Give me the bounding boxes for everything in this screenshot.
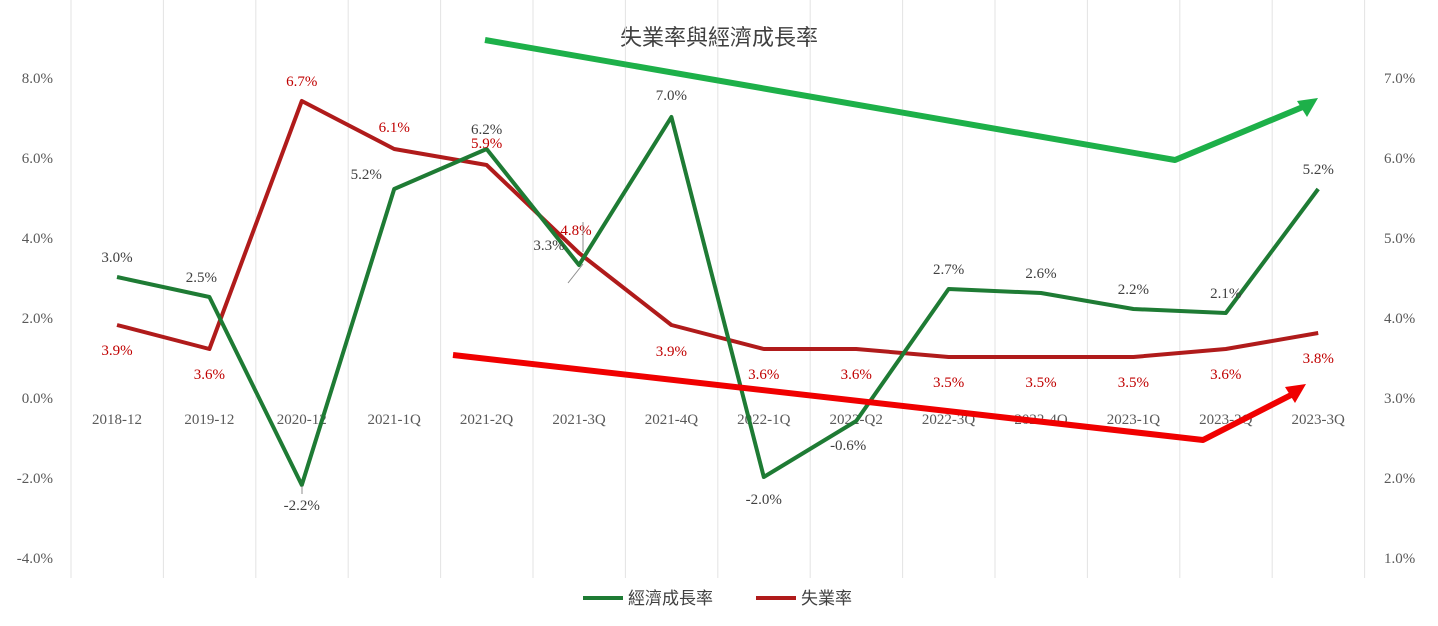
data-label-growth: 5.2% bbox=[351, 167, 382, 183]
data-label-growth: -0.6% bbox=[830, 438, 866, 454]
left-tick-label: 0.0% bbox=[22, 391, 53, 407]
data-label-growth: 2.6% bbox=[1025, 266, 1056, 282]
data-label-growth: 2.7% bbox=[933, 262, 964, 278]
legend-label-unemployment: 失業率 bbox=[801, 589, 852, 609]
x-tick-label: 2020-12 bbox=[277, 412, 327, 428]
data-label-growth: 2.2% bbox=[1118, 282, 1149, 298]
right-axis: 7.0% 6.0% 5.0% 4.0% 3.0% 2.0% 1.0% bbox=[1384, 71, 1415, 567]
trend-arrow-green bbox=[484, 37, 1312, 163]
x-tick-label: 2021-2Q bbox=[460, 412, 513, 428]
x-tick-label: 2018-12 bbox=[92, 412, 142, 428]
data-label-growth: 5.2% bbox=[1303, 162, 1334, 178]
data-label-unemployment: 5.9% bbox=[471, 136, 502, 152]
trend-arrowhead-green bbox=[1297, 98, 1318, 117]
left-tick-label: 8.0% bbox=[22, 71, 53, 87]
x-tick-label: 2022-3Q bbox=[922, 412, 975, 428]
left-tick-label: 2.0% bbox=[22, 311, 53, 327]
trend-arrowhead-red bbox=[1285, 384, 1306, 403]
data-label-unemployment: 4.8% bbox=[560, 223, 591, 239]
leader-line bbox=[567, 263, 584, 284]
left-tick-label: 4.0% bbox=[22, 231, 53, 247]
x-tick-label: 2021-1Q bbox=[368, 412, 421, 428]
left-axis: 8.0% 6.0% 4.0% 2.0% 0.0% -2.0% -4.0% bbox=[17, 71, 53, 567]
x-tick-label: 2022-1Q bbox=[737, 412, 790, 428]
right-tick-label: 7.0% bbox=[1384, 71, 1415, 87]
left-tick-label: -2.0% bbox=[17, 471, 53, 487]
trend-arrow-red bbox=[452, 352, 1299, 443]
grid bbox=[70, 0, 1366, 578]
data-label-unemployment: 3.6% bbox=[194, 367, 225, 383]
x-tick-label: 2019-12 bbox=[184, 412, 234, 428]
right-tick-label: 2.0% bbox=[1384, 471, 1415, 487]
right-tick-label: 6.0% bbox=[1384, 151, 1415, 167]
data-label-unemployment: 3.5% bbox=[1025, 375, 1056, 391]
x-tick-label: 2023-3Q bbox=[1292, 412, 1345, 428]
right-tick-label: 4.0% bbox=[1384, 311, 1415, 327]
data-label-unemployment: 6.1% bbox=[379, 120, 410, 136]
data-label-unemployment: 3.9% bbox=[656, 344, 687, 360]
data-label-unemployment: 6.7% bbox=[286, 74, 317, 90]
data-label-unemployment: 3.8% bbox=[1303, 351, 1334, 367]
data-label-growth: 2.5% bbox=[186, 270, 217, 286]
left-tick-label: -4.0% bbox=[17, 551, 53, 567]
data-label-growth: 3.0% bbox=[101, 250, 132, 266]
legend: 經濟成長率 失業率 bbox=[583, 589, 852, 609]
data-label-unemployment: 3.6% bbox=[1210, 367, 1241, 383]
data-label-unemployment: 3.6% bbox=[748, 367, 779, 383]
series-line-growth bbox=[116, 115, 1320, 487]
x-tick-label: 2021-3Q bbox=[552, 412, 605, 428]
x-tick-label: 2021-4Q bbox=[645, 412, 698, 428]
data-label-growth: 2.1% bbox=[1210, 286, 1241, 302]
right-tick-label: 5.0% bbox=[1384, 231, 1415, 247]
data-label-growth: -2.2% bbox=[284, 498, 320, 514]
data-label-growth: -2.0% bbox=[746, 492, 782, 508]
trend-arrows bbox=[452, 37, 1318, 443]
series-lines bbox=[116, 99, 1320, 487]
right-tick-label: 3.0% bbox=[1384, 391, 1415, 407]
data-label-unemployment: 3.6% bbox=[841, 367, 872, 383]
data-label-unemployment: 3.5% bbox=[933, 375, 964, 391]
series-line-unemployment bbox=[116, 99, 1319, 359]
data-label-growth: 7.0% bbox=[656, 88, 687, 104]
data-label-unemployment: 3.5% bbox=[1118, 375, 1149, 391]
chart-title: 失業率與經濟成長率 bbox=[620, 26, 818, 51]
data-label-unemployment: 3.9% bbox=[101, 343, 132, 359]
x-axis: 2018-12 2019-12 2020-12 2021-1Q 2021-2Q 2021-… bbox=[92, 412, 1345, 428]
legend-label-growth: 經濟成長率 bbox=[628, 589, 713, 609]
right-tick-label: 1.0% bbox=[1384, 551, 1415, 567]
left-tick-label: 6.0% bbox=[22, 151, 53, 167]
data-label-growth: 3.3% bbox=[533, 238, 564, 254]
data-label-growth: 6.2% bbox=[471, 122, 502, 138]
data-labels: 3.0% 2.5% -2.2% 5.2% 6.2% 3.3% 7.0% -2.0% -0.6% 2… bbox=[101, 74, 1333, 514]
x-tick-label: 2023-1Q bbox=[1107, 412, 1160, 428]
